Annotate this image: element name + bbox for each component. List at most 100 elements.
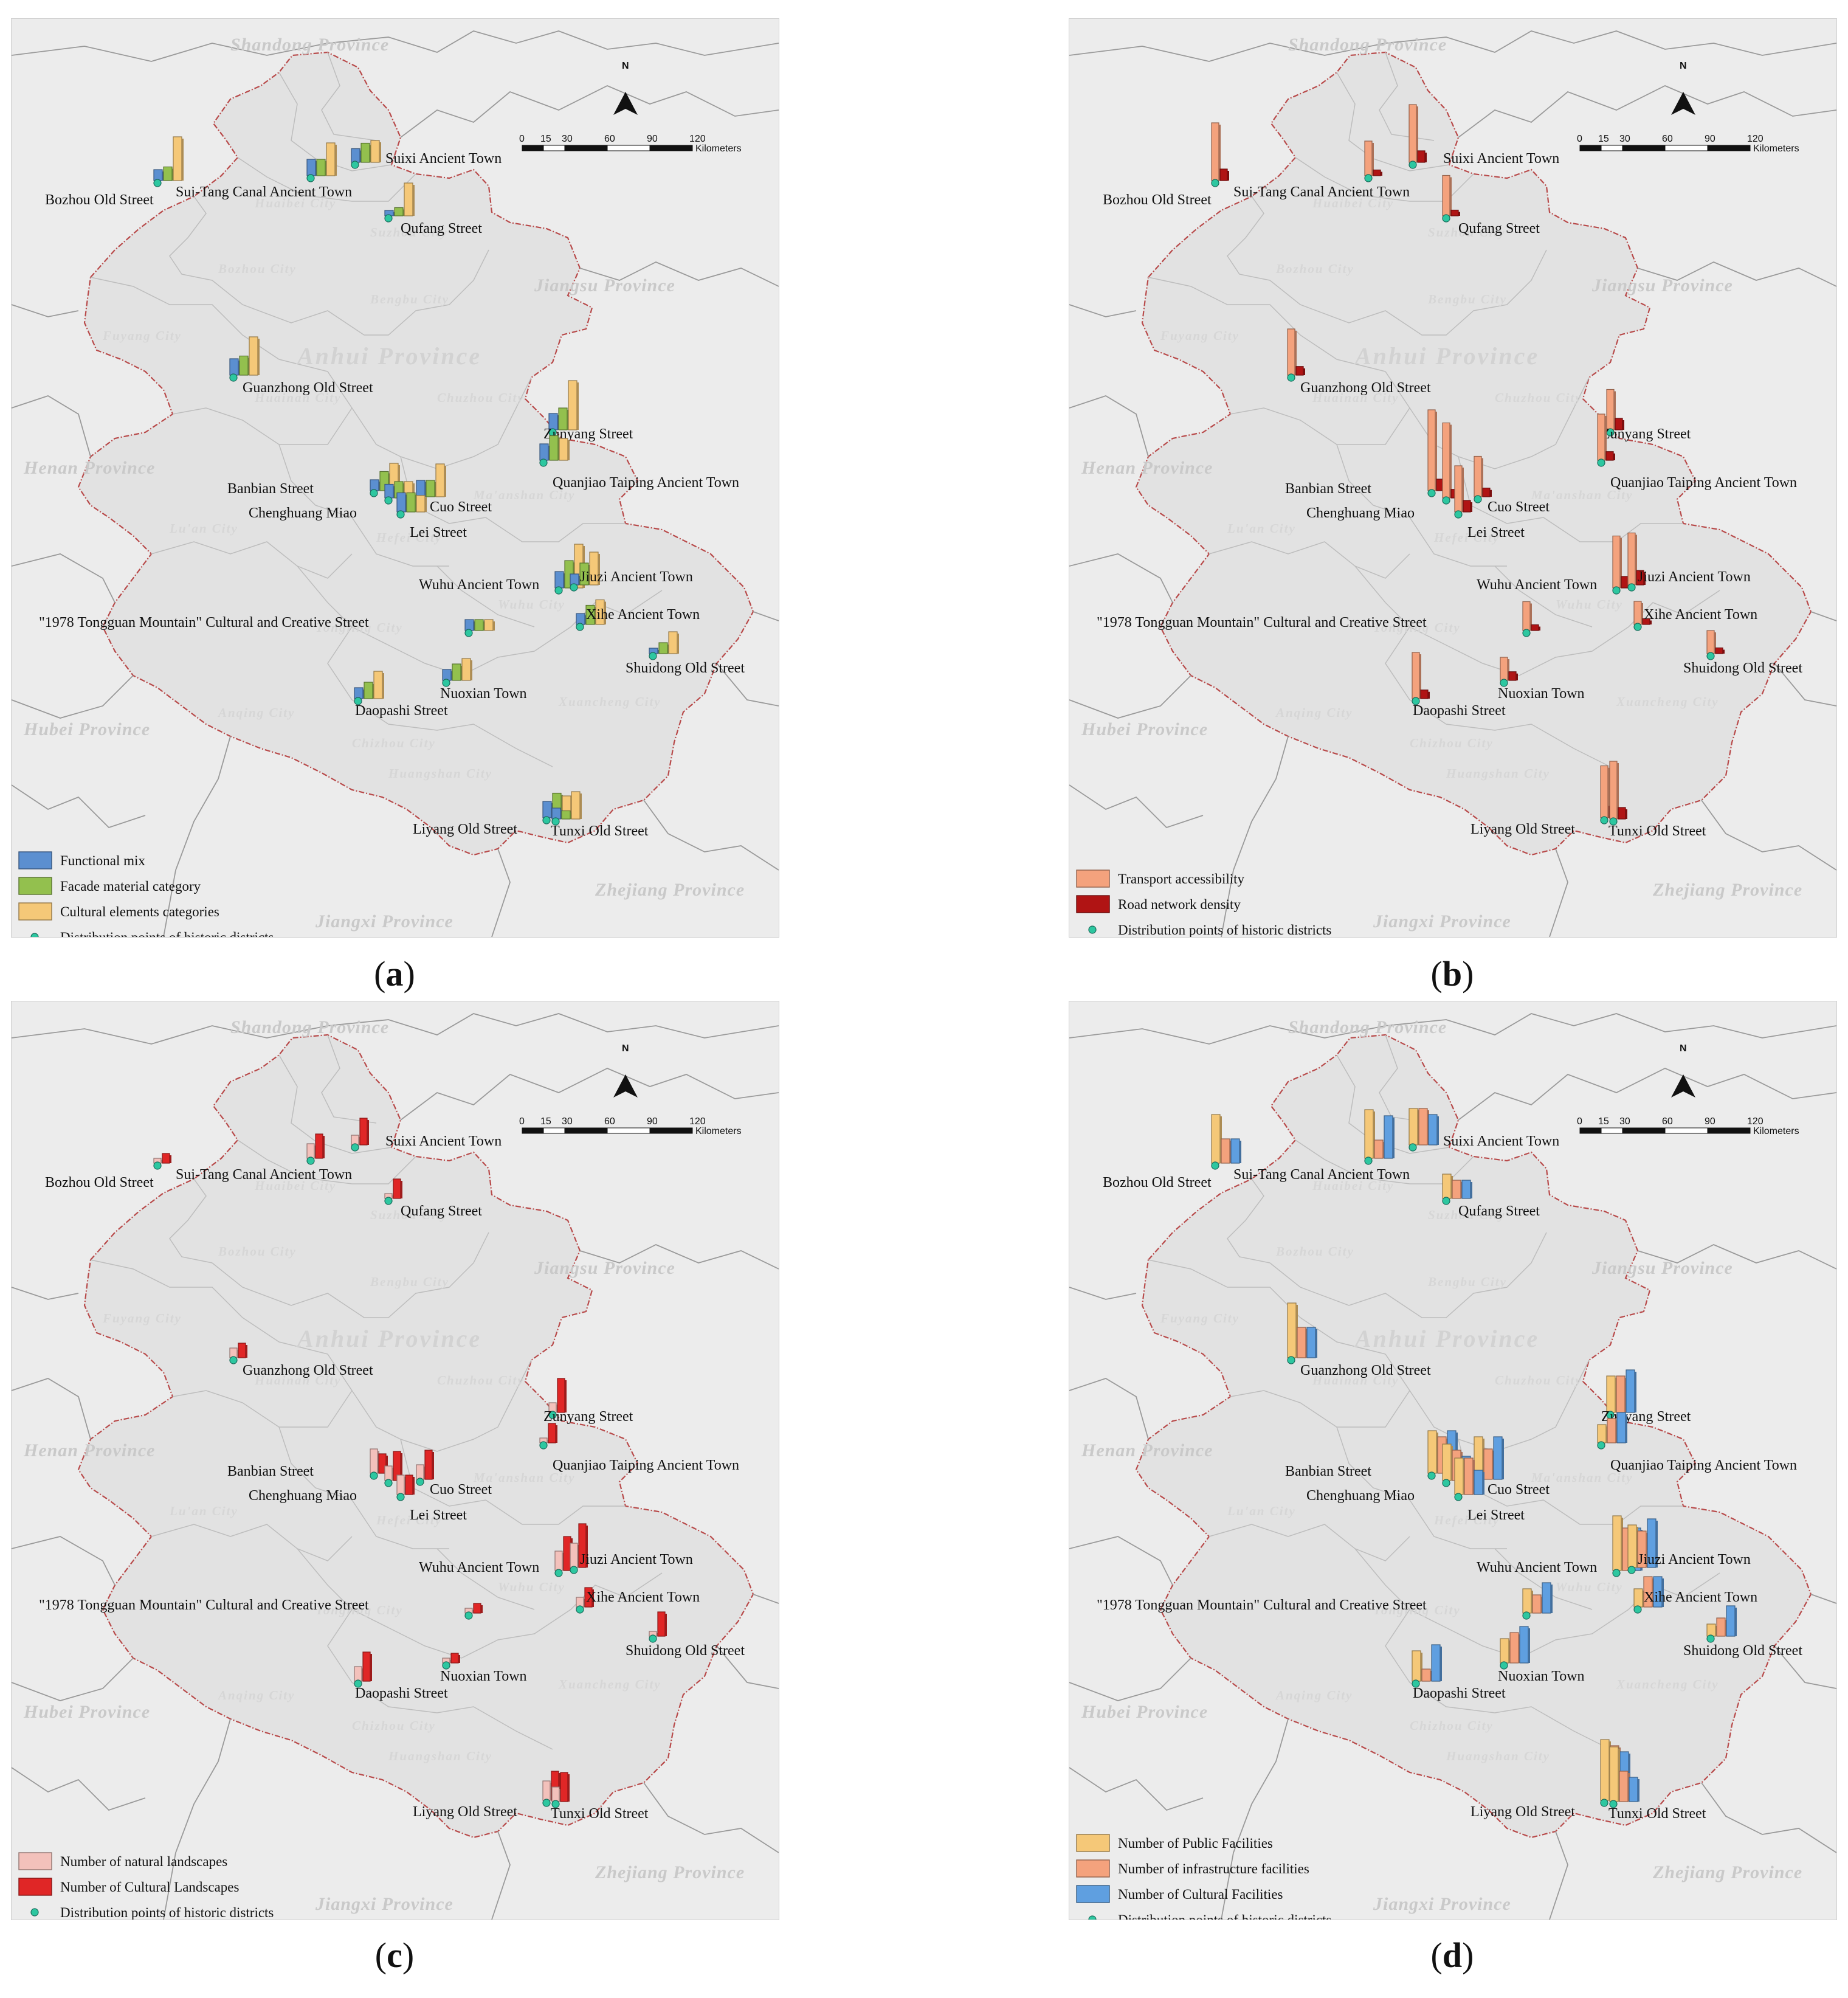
- city-label: Anqing City: [1275, 705, 1353, 720]
- site-point: [1442, 1479, 1450, 1487]
- scale-bar-segment: [543, 1127, 565, 1134]
- bar-side-shade: [1227, 171, 1229, 181]
- province-boundary: [1701, 1782, 1836, 1853]
- province-boundary: [1549, 848, 1568, 937]
- city-label: Huaibei City: [254, 196, 336, 210]
- site-label: Qufang Street: [1458, 1203, 1540, 1219]
- city-boundary: [169, 196, 213, 281]
- site-point: [649, 652, 657, 660]
- site-label: Daopashi Street: [355, 703, 448, 719]
- bar-side-shade: [1421, 1653, 1422, 1681]
- site-label: Suixi Ancient Town: [385, 1133, 502, 1149]
- province-label: Jiangsu Province: [534, 1258, 675, 1278]
- bar-2: [450, 1653, 459, 1664]
- city-label: Wuhu City: [1556, 597, 1623, 612]
- site-point: [1364, 174, 1373, 182]
- map-panel-b: Shandong Province Jiangsu Province Henan P…: [1069, 18, 1837, 938]
- north-arrow-shape: [1671, 92, 1695, 115]
- city-label: Tongling City: [1373, 1603, 1461, 1617]
- city-label: Xuancheng City: [558, 1677, 661, 1692]
- site-label: Zunyang Street: [543, 1409, 633, 1425]
- site-10: Lei Street: [396, 492, 467, 541]
- province-boundary: [716, 1645, 779, 1689]
- bar-side-shade: [1481, 458, 1483, 497]
- province-boundary: [12, 30, 779, 62]
- province-boundary: [12, 395, 91, 457]
- city-label: Hefei City: [1433, 1513, 1500, 1527]
- site-point: [1211, 179, 1219, 187]
- north-label: N: [622, 61, 629, 71]
- bar-side-shade: [1428, 691, 1430, 699]
- legend: Transport accessibility Road network dens…: [1076, 869, 1331, 937]
- province-label: Henan Province: [23, 458, 156, 478]
- bar-side-shade: [1393, 1118, 1395, 1158]
- bar-1: [1474, 455, 1482, 497]
- bar-3: [1542, 1582, 1551, 1614]
- bar-2: [424, 1450, 433, 1480]
- province-boundary: [491, 1831, 511, 1920]
- site-label: Banbian Street: [1285, 1464, 1371, 1479]
- province-boundary: [716, 663, 779, 707]
- map-svg-d: Shandong Province Jiangsu Province Henan P…: [1069, 1001, 1836, 1920]
- bar-1: [1454, 465, 1463, 513]
- province-boundary: [1069, 30, 1836, 62]
- province-boundary: [1069, 553, 1173, 603]
- bar-side-shade: [1539, 626, 1540, 631]
- bar-side-shade: [1437, 1116, 1439, 1145]
- province-boundary: [1069, 675, 1191, 719]
- city-boundary: [297, 1548, 663, 1659]
- scale-bar-segment: [649, 145, 693, 151]
- site-2: Suixi Ancient Town: [351, 1118, 502, 1152]
- bar-1: [1364, 1109, 1374, 1159]
- site-label: Guanzhong Old Street: [243, 380, 373, 396]
- site-4: Guanzhong Old Street: [1287, 328, 1431, 396]
- province-label: Jiangxi Province: [1373, 1894, 1511, 1914]
- province-boundary: [1069, 1767, 1204, 1811]
- bar-2: [1605, 451, 1614, 461]
- city-boundary: [327, 1353, 532, 1452]
- bar-2: [315, 1133, 323, 1159]
- bar-side-shade: [170, 1155, 171, 1163]
- bar-3: [484, 619, 494, 631]
- site-point: [384, 496, 393, 505]
- site-point: [554, 586, 563, 595]
- legend-label-1: Transport accessibility: [1118, 871, 1245, 887]
- bar-2: [1509, 1632, 1519, 1664]
- bar-side-shade: [258, 339, 260, 375]
- province-boundary: [12, 1658, 134, 1701]
- site-label: Banbian Street: [227, 1464, 314, 1479]
- site-point: [570, 1566, 578, 1574]
- city-label: Fuyang City: [102, 1311, 182, 1326]
- site-point: [384, 1197, 393, 1205]
- map-svg-c: Shandong Province Jiangsu Province Henan P…: [12, 1001, 779, 1920]
- map-panel-d: Shandong Province Jiangsu Province Henan P…: [1069, 1001, 1837, 1920]
- bar-side-shade: [1372, 143, 1374, 176]
- bar-side-shade: [335, 145, 337, 176]
- scale-tick-label: 90: [647, 1116, 658, 1127]
- legend-label-3: Number of Cultural Facilities: [1118, 1887, 1283, 1902]
- site-3: Qufang Street: [384, 182, 482, 237]
- province-boundary: [12, 304, 79, 317]
- site-6: Quanjiao Taiping Ancient Town: [539, 1423, 739, 1473]
- province-label: Zhejiang Province: [595, 880, 745, 900]
- bar-side-shade: [1435, 412, 1437, 491]
- legend-label-2: Road network density: [1118, 897, 1241, 912]
- bar-2: [426, 480, 435, 497]
- bar-1: [1522, 601, 1531, 631]
- bar-1: [370, 1448, 378, 1474]
- legend-swatch-3: [1076, 1885, 1110, 1903]
- site-8: Chenghuang Miao: [249, 1451, 402, 1504]
- site-point: [542, 816, 551, 824]
- bar-side-shade: [565, 1380, 567, 1412]
- scale-tick-label: 30: [562, 134, 573, 144]
- city-label: Huainan City: [1312, 390, 1399, 405]
- bar-1: [1412, 1650, 1421, 1682]
- site-point: [416, 1478, 424, 1486]
- bar-1: [384, 483, 394, 499]
- site-point: [570, 583, 578, 592]
- legend-label-2: Facade material category: [60, 879, 201, 894]
- city-label: Ma'anshan City: [1531, 488, 1633, 502]
- bar-3: [1726, 1605, 1736, 1637]
- scale-tick-label: 15: [540, 1116, 551, 1127]
